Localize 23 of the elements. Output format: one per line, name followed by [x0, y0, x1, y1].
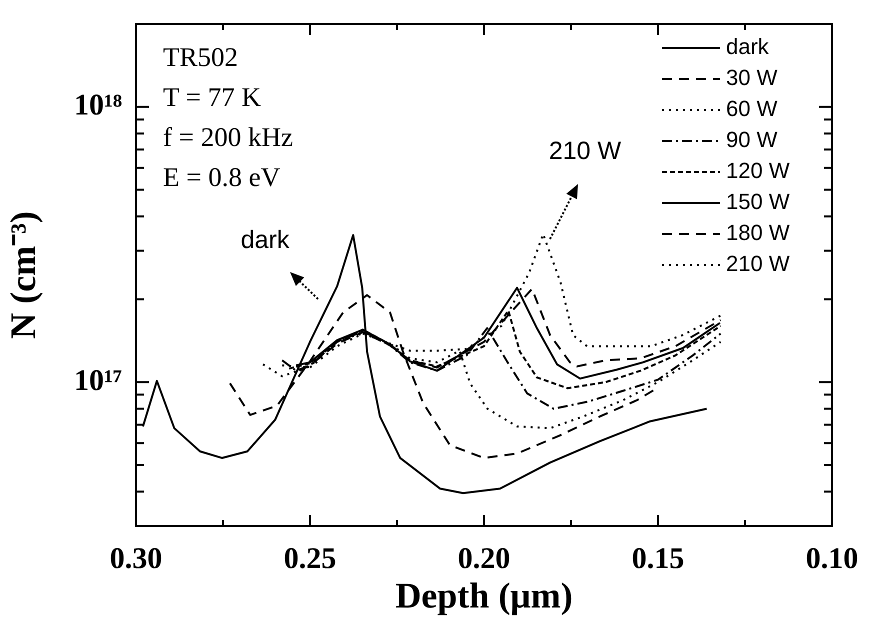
x-tick-label: 0.20 — [458, 542, 510, 575]
legend-label: 30 W — [726, 65, 778, 90]
annotation: f = 200 kHz — [163, 122, 293, 152]
annotation: T = 77 K — [163, 82, 262, 112]
legend-label: dark — [726, 34, 770, 60]
legend-label: 120 W — [726, 158, 790, 184]
legend-label: 90 W — [726, 127, 778, 152]
y-axis-title: N (cm⁻³) — [2, 211, 43, 339]
x-tick-label: 0.15 — [632, 542, 684, 575]
legend-label: 150 W — [726, 189, 790, 214]
annotation: dark — [240, 226, 290, 254]
x-axis-title: Depth (μm) — [395, 576, 573, 616]
legend-label: 60 W — [726, 96, 778, 122]
annotation: 210 W — [548, 136, 622, 165]
x-tick-label: 0.30 — [110, 542, 162, 575]
y-tick-label: 10¹⁷ — [74, 364, 122, 397]
x-tick-label: 0.10 — [806, 542, 858, 575]
annotation: E = 0.8 eV — [163, 162, 281, 192]
annotation: TR502 — [163, 42, 238, 72]
x-tick-label: 0.25 — [284, 542, 336, 575]
y-tick-label: 10¹⁸ — [74, 88, 122, 122]
legend-label: 210 W — [726, 251, 790, 276]
legend-label: 180 W — [726, 220, 790, 246]
